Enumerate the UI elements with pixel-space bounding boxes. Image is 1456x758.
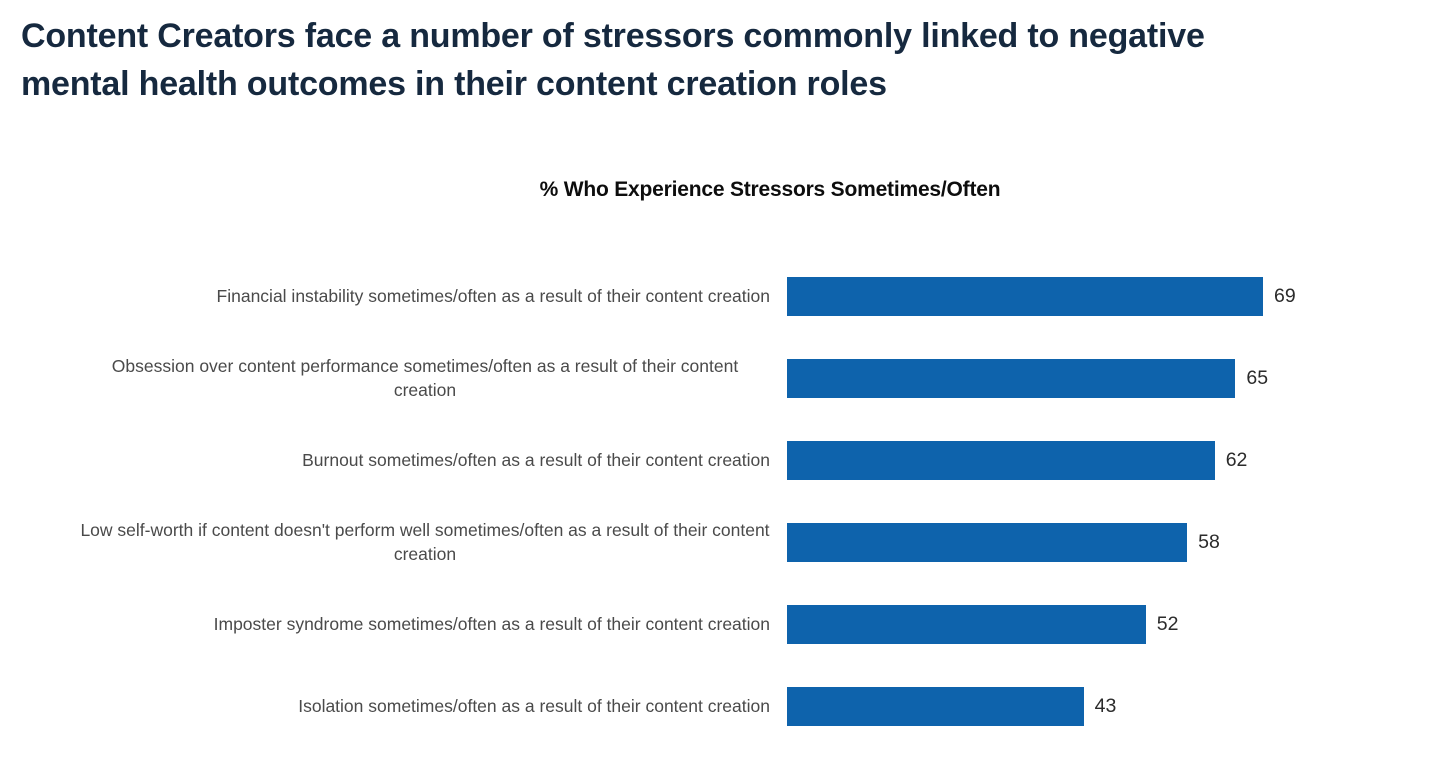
value-label: 43 [1094,694,1117,717]
bar [787,604,1146,644]
bar-row: Obsession over content performance somet… [0,337,1456,419]
page-title: Content Creators face a number of stress… [21,17,1205,103]
bar [787,522,1188,562]
value-label: 52 [1156,612,1179,635]
value-label: 62 [1225,448,1248,471]
chart-title: % Who Experience Stressors Sometimes/Oft… [539,178,1001,201]
category-label-column: Imposter syndrome sometimes/often as a r… [0,612,770,636]
bar-row: Isolation sometimes/often as a result of… [0,665,1456,747]
bar-row: Financial instability sometimes/often as… [0,255,1456,337]
bar-chart: Financial instability sometimes/often as… [0,255,1456,747]
category-label-column: Financial instability sometimes/often as… [0,284,770,308]
bar-row: Burnout sometimes/often as a result of t… [0,419,1456,501]
bar [787,686,1084,726]
category-label: Financial instability sometimes/often as… [216,286,770,306]
bar [787,440,1215,480]
bar-and-value: 62 [787,440,1248,480]
bar-row: Imposter syndrome sometimes/often as a r… [0,583,1456,665]
category-label-column: Burnout sometimes/often as a result of t… [0,448,770,472]
bar [787,358,1236,398]
value-label: 65 [1246,366,1269,389]
bar-and-value: 65 [787,358,1269,398]
category-label: Low self-worth if content doesn't perfor… [80,520,770,564]
bar [787,276,1263,316]
value-label: 69 [1274,284,1296,307]
category-label: Imposter syndrome sometimes/often as a r… [213,614,770,634]
bar-and-value: 58 [787,522,1220,562]
category-label: Burnout sometimes/often as a result of t… [302,450,770,470]
value-label: 58 [1198,530,1220,553]
bar-and-value: 52 [787,604,1179,644]
category-label: Obsession over content performance somet… [111,356,739,400]
category-label-column: Low self-worth if content doesn't perfor… [0,518,770,566]
bar-row: Low self-worth if content doesn't perfor… [0,501,1456,583]
bar-and-value: 43 [787,686,1117,726]
category-label: Isolation sometimes/often as a result of… [298,696,770,716]
bar-and-value: 69 [787,276,1296,316]
category-label-column: Obsession over content performance somet… [0,354,770,402]
category-label-column: Isolation sometimes/often as a result of… [0,694,770,718]
